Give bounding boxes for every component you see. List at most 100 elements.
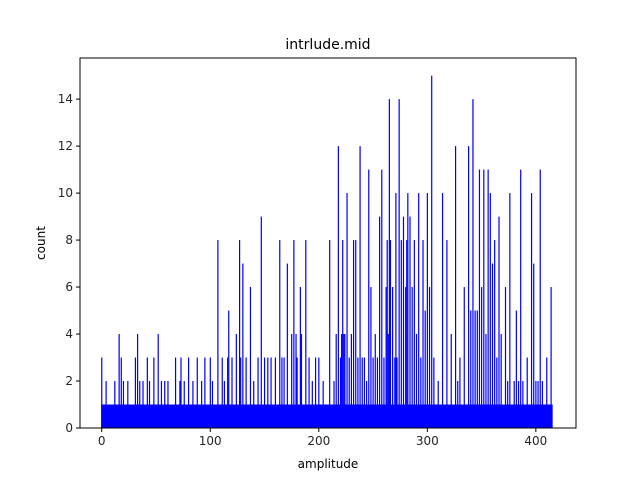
bar bbox=[500, 334, 502, 428]
y-tick-label: 0 bbox=[65, 421, 73, 435]
x-axis: 0 100 200 300 400 bbox=[98, 428, 547, 448]
bar bbox=[136, 334, 139, 428]
y-tick-label: 2 bbox=[65, 374, 73, 388]
bar bbox=[537, 381, 539, 428]
bar bbox=[494, 240, 496, 428]
y-tick-label: 4 bbox=[65, 327, 73, 341]
bar bbox=[407, 193, 409, 428]
bar bbox=[201, 381, 203, 428]
bar bbox=[228, 310, 230, 428]
bar bbox=[386, 240, 388, 428]
bar bbox=[139, 381, 141, 428]
x-tick-label: 100 bbox=[199, 434, 222, 448]
bar bbox=[296, 357, 298, 428]
bar bbox=[300, 334, 303, 428]
bar bbox=[370, 287, 372, 428]
bar bbox=[372, 357, 374, 428]
bar bbox=[337, 146, 339, 428]
bar bbox=[415, 334, 418, 428]
bar bbox=[530, 193, 533, 428]
bar bbox=[472, 99, 474, 428]
bar bbox=[223, 381, 226, 428]
bar bbox=[457, 381, 459, 428]
bar bbox=[383, 357, 385, 428]
bar bbox=[192, 381, 194, 428]
bar bbox=[227, 357, 229, 428]
bar bbox=[308, 357, 310, 428]
bar bbox=[413, 240, 415, 428]
bar bbox=[411, 287, 413, 428]
bar bbox=[450, 334, 452, 428]
bar bbox=[318, 357, 320, 428]
bar bbox=[157, 334, 159, 428]
bar bbox=[114, 381, 116, 428]
bar bbox=[357, 357, 359, 428]
bar bbox=[550, 287, 552, 428]
bar bbox=[105, 381, 107, 428]
bar bbox=[211, 381, 214, 428]
bar bbox=[350, 334, 352, 428]
bar bbox=[231, 357, 233, 428]
bars-group bbox=[101, 75, 553, 429]
y-tick-label: 14 bbox=[58, 92, 73, 106]
bar bbox=[468, 146, 470, 428]
bar bbox=[394, 357, 396, 428]
bar bbox=[187, 357, 190, 428]
bar bbox=[263, 357, 266, 428]
bar bbox=[274, 357, 277, 428]
bar bbox=[341, 334, 343, 428]
bar bbox=[376, 357, 379, 428]
bar bbox=[180, 357, 182, 428]
bar bbox=[183, 381, 185, 428]
bar bbox=[160, 381, 163, 428]
y-tick-label: 6 bbox=[65, 280, 73, 294]
bar bbox=[409, 216, 411, 428]
bar bbox=[253, 381, 255, 428]
bar bbox=[142, 381, 144, 428]
bar bbox=[342, 240, 344, 428]
bar bbox=[433, 357, 435, 428]
bar bbox=[426, 193, 428, 428]
bar bbox=[385, 287, 387, 428]
bar bbox=[474, 310, 476, 428]
bar bbox=[485, 334, 487, 428]
bar bbox=[507, 381, 509, 428]
bar bbox=[388, 99, 390, 428]
bar bbox=[348, 357, 350, 428]
bar bbox=[379, 216, 381, 428]
bar bbox=[235, 334, 237, 428]
bar bbox=[359, 146, 361, 428]
bar bbox=[291, 334, 293, 428]
bar bbox=[267, 357, 269, 428]
bar bbox=[446, 240, 448, 428]
bar bbox=[365, 381, 368, 428]
y-tick-label: 10 bbox=[58, 186, 73, 200]
bar bbox=[526, 357, 528, 428]
baseline-band bbox=[101, 404, 553, 428]
bar bbox=[509, 193, 511, 428]
y-tick-label: 8 bbox=[65, 233, 73, 247]
bar bbox=[167, 381, 169, 428]
y-tick-label: 12 bbox=[58, 139, 73, 153]
bar bbox=[398, 99, 400, 428]
bar bbox=[402, 216, 405, 428]
bar bbox=[454, 146, 457, 428]
bar bbox=[489, 193, 491, 428]
bar bbox=[513, 381, 515, 428]
bar bbox=[322, 381, 324, 428]
bar bbox=[122, 381, 125, 428]
bar bbox=[418, 193, 420, 428]
bar bbox=[270, 357, 272, 428]
bar bbox=[295, 334, 297, 428]
bar bbox=[209, 357, 211, 428]
bar bbox=[504, 287, 507, 428]
bar bbox=[405, 287, 407, 428]
bar bbox=[400, 240, 402, 428]
bar bbox=[481, 287, 483, 428]
bar bbox=[311, 381, 313, 428]
bar bbox=[498, 216, 500, 428]
bar bbox=[299, 287, 301, 428]
bar bbox=[470, 310, 472, 428]
bar bbox=[535, 381, 537, 428]
